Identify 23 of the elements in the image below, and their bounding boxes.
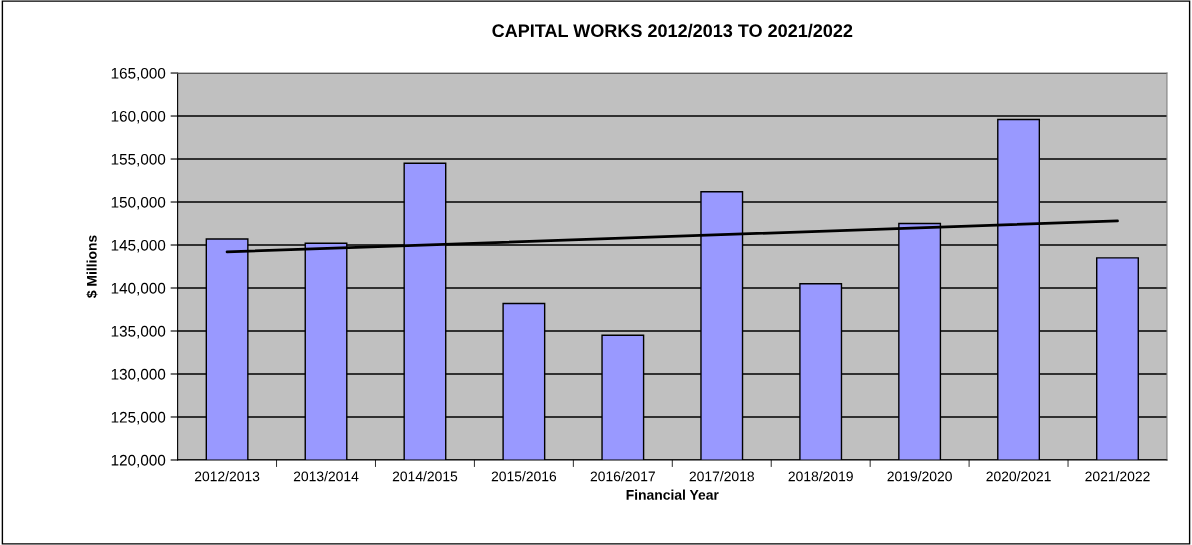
y-tick-label: 135,000 <box>111 325 166 339</box>
y-tick-label: 125,000 <box>111 411 166 425</box>
chart-title: CAPITAL WORKS 2012/2013 TO 2021/2022 <box>492 23 853 38</box>
x-tick-label: 2017/2018 <box>689 471 754 482</box>
y-tick-label: 155,000 <box>111 153 166 167</box>
x-tick-label: 2015/2016 <box>491 471 557 482</box>
x-tick-label: 2014/2015 <box>392 471 458 482</box>
y-tick-label: 130,000 <box>111 368 166 382</box>
y-tick-label: 120,000 <box>111 454 166 468</box>
x-tick-label: 2019/2020 <box>887 471 952 482</box>
x-tick-label: 2021/2022 <box>1085 471 1150 482</box>
y-tick-label: 150,000 <box>111 196 166 210</box>
y-axis-title: $ Millions <box>86 235 98 298</box>
y-tick-label: 160,000 <box>111 110 166 124</box>
x-tick-label: 2018/2019 <box>788 471 853 482</box>
y-tick-label: 145,000 <box>111 239 166 253</box>
x-tick-label: 2020/2021 <box>986 471 1051 482</box>
x-tick-label: 2013/2014 <box>293 471 359 482</box>
x-tick-label: 2016/2017 <box>590 471 655 482</box>
x-axis-title: Financial Year <box>626 489 719 500</box>
y-tick-label: 165,000 <box>111 67 166 81</box>
x-tick-label: 2012/2013 <box>194 471 260 482</box>
y-tick-label: 140,000 <box>111 282 166 296</box>
